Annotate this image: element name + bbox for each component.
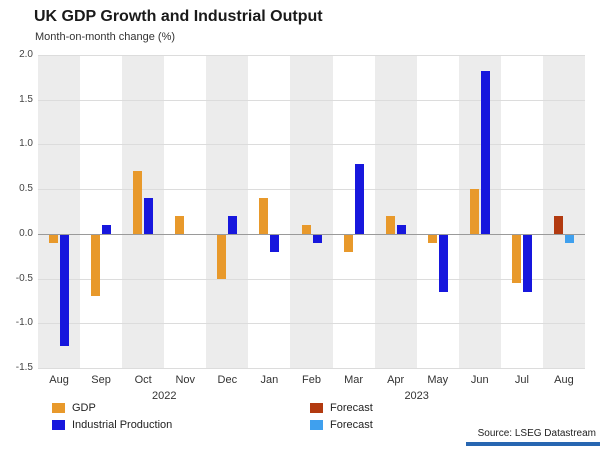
legend-item-forecast-ip: Forecast bbox=[310, 419, 373, 431]
bar-industrial-production-aug-0 bbox=[60, 234, 70, 346]
background-stripe bbox=[542, 55, 585, 368]
x-axis-month-label: May bbox=[427, 374, 449, 386]
bar-gdp-may-9 bbox=[427, 234, 437, 243]
legend-item-gdp: GDP bbox=[52, 402, 96, 414]
legend-label-industrial-production: Industrial Production bbox=[72, 419, 173, 431]
bar-industrial-production-sep-1 bbox=[102, 224, 112, 234]
gridline bbox=[38, 323, 585, 325]
bar-gdp-jan-5 bbox=[259, 198, 269, 234]
chart-subtitle: Month-on-month change (%) bbox=[35, 31, 176, 43]
bar-industrial-production-jan-5 bbox=[270, 234, 280, 252]
x-axis-month-label: Sep bbox=[91, 374, 111, 386]
y-axis-tick-label: -0.5 bbox=[15, 272, 33, 284]
x-axis-month-label: Jan bbox=[260, 374, 279, 386]
x-axis-month-label: Jun bbox=[470, 374, 489, 386]
bar-gdp-apr-8 bbox=[385, 215, 395, 234]
y-axis-tick-label: -1.0 bbox=[15, 317, 33, 329]
industrial-production-swatch-icon bbox=[52, 420, 65, 430]
gridline bbox=[38, 99, 585, 101]
background-stripe bbox=[458, 55, 501, 368]
zero-gridline bbox=[38, 233, 585, 235]
bar-industrial-production-feb-6 bbox=[312, 234, 322, 243]
source-underline bbox=[466, 442, 600, 446]
bar-industrial-production-aug-12 bbox=[564, 234, 574, 243]
gridline bbox=[38, 144, 585, 146]
bar-industrial-production-mar-7 bbox=[354, 164, 364, 234]
x-axis-month-label: Aug bbox=[554, 374, 574, 386]
x-axis-year-label: 2022 bbox=[151, 390, 177, 402]
bar-industrial-production-apr-8 bbox=[396, 224, 406, 234]
bar-gdp-feb-6 bbox=[301, 224, 311, 234]
background-stripe bbox=[122, 55, 165, 368]
x-axis-month-label: Dec bbox=[217, 374, 238, 386]
bar-gdp-sep-1 bbox=[91, 234, 101, 297]
gridline bbox=[38, 55, 585, 56]
x-axis-month-label: Feb bbox=[302, 374, 321, 386]
bar-industrial-production-jun-10 bbox=[480, 71, 490, 234]
bar-gdp-aug-0 bbox=[49, 234, 59, 243]
bar-gdp-aug-12 bbox=[553, 215, 563, 234]
legend-label-forecast-gdp: Forecast bbox=[330, 402, 373, 414]
bar-gdp-nov-3 bbox=[175, 215, 185, 234]
y-axis-tick-label: -1.5 bbox=[15, 362, 33, 373]
background-stripe bbox=[206, 55, 249, 368]
legend-label-forecast-ip: Forecast bbox=[330, 419, 373, 431]
y-axis-tick-label: 1.5 bbox=[19, 93, 33, 105]
x-axis-month-label: Jul bbox=[514, 374, 529, 386]
y-axis-tick-label: 0.0 bbox=[19, 227, 33, 239]
background-stripe bbox=[290, 55, 333, 368]
gridline bbox=[38, 278, 585, 280]
x-axis-month-label: Nov bbox=[175, 374, 196, 386]
background-stripe bbox=[374, 55, 417, 368]
y-axis-tick-label: 1.0 bbox=[19, 138, 33, 150]
gdp-swatch-icon bbox=[52, 403, 65, 413]
bar-gdp-jul-11 bbox=[511, 234, 521, 284]
bar-gdp-mar-7 bbox=[343, 234, 353, 252]
y-axis-tick-label: 2.0 bbox=[19, 49, 33, 60]
x-axis-month-label: Aug bbox=[49, 374, 69, 386]
bar-industrial-production-oct-2 bbox=[144, 198, 154, 234]
bar-industrial-production-jul-11 bbox=[522, 234, 532, 292]
bar-gdp-oct-2 bbox=[133, 171, 143, 234]
forecast-ip-swatch-icon bbox=[310, 420, 323, 430]
gridline bbox=[38, 189, 585, 191]
bar-gdp-jun-10 bbox=[469, 189, 479, 234]
x-axis-year-label: 2023 bbox=[404, 390, 429, 402]
source-credit: Source: LSEG Datastream bbox=[477, 428, 596, 439]
bar-industrial-production-may-9 bbox=[438, 234, 448, 292]
x-axis-month-label: Mar bbox=[344, 374, 364, 386]
x-axis-month-label: Apr bbox=[387, 374, 405, 386]
legend-item-forecast-gdp: Forecast bbox=[310, 402, 373, 414]
y-axis-tick-label: 0.5 bbox=[19, 183, 33, 195]
chart-title: UK GDP Growth and Industrial Output bbox=[34, 8, 323, 25]
x-axis-month-label: Oct bbox=[134, 374, 152, 386]
bar-industrial-production-dec-4 bbox=[228, 215, 238, 234]
bar-gdp-dec-4 bbox=[217, 234, 227, 279]
forecast-gdp-swatch-icon bbox=[310, 403, 323, 413]
gridline bbox=[38, 368, 585, 369]
legend-label-gdp: GDP bbox=[72, 402, 96, 414]
background-stripe bbox=[38, 55, 81, 368]
legend-item-industrial-production: Industrial Production bbox=[52, 419, 172, 431]
